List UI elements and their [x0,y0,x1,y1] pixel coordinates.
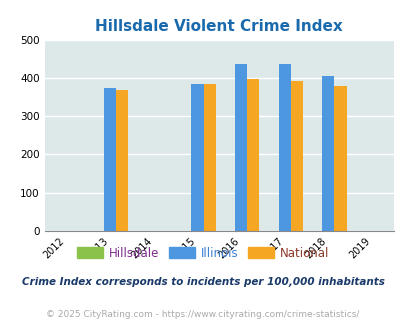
Bar [290,81,302,231]
Text: Crime Index corresponds to incidents per 100,000 inhabitants: Crime Index corresponds to incidents per… [21,278,384,287]
Bar [334,85,346,231]
Bar [203,84,215,231]
Bar [247,79,259,231]
Legend: Hillsdale, Illinois, National: Hillsdale, Illinois, National [72,242,333,264]
Bar [116,90,128,231]
Bar [322,76,334,231]
Bar [234,64,247,231]
Bar [278,64,290,231]
Bar [191,84,203,231]
Bar [104,88,116,231]
Text: © 2025 CityRating.com - https://www.cityrating.com/crime-statistics/: © 2025 CityRating.com - https://www.city… [46,310,359,319]
Title: Hillsdale Violent Crime Index: Hillsdale Violent Crime Index [95,19,342,34]
